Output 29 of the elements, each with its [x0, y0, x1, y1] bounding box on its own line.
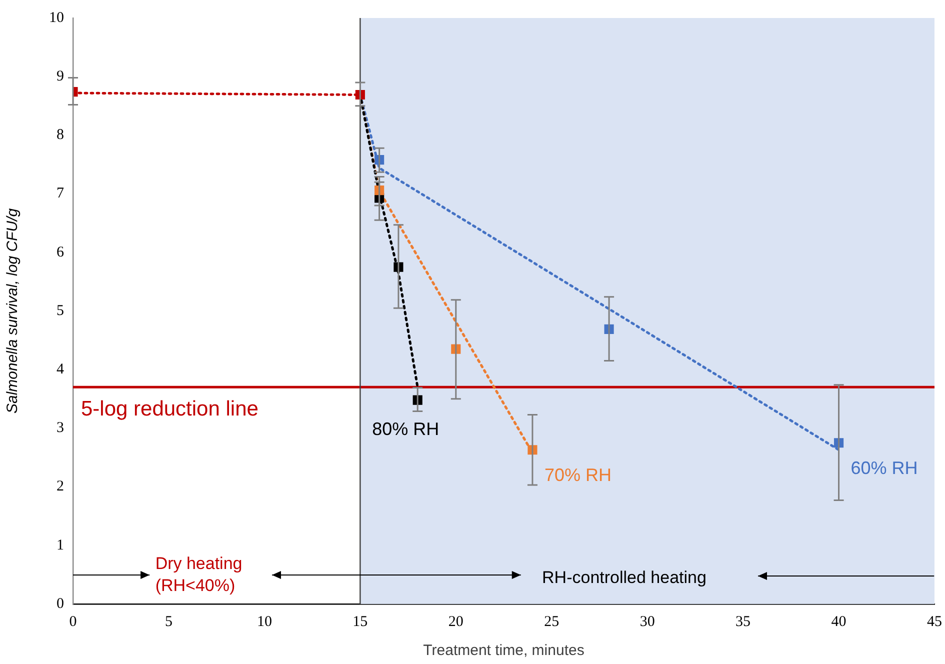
y-tick-label: 7 — [56, 186, 64, 202]
x-tick-label: 30 — [640, 614, 655, 630]
x-tick-label: 45 — [927, 614, 942, 630]
x-tick-label: 25 — [544, 614, 560, 630]
y-tick-label: 4 — [56, 362, 64, 378]
x-tick-label: 40 — [831, 614, 846, 630]
y-tick-label: 10 — [49, 10, 64, 26]
x-tick-label: 0 — [69, 614, 77, 630]
ref-line-label: 5-log reduction line — [81, 397, 258, 420]
series-label: 70% RH — [544, 464, 612, 485]
y-tick-label: 1 — [56, 537, 64, 554]
y-tick-label: 5 — [56, 302, 64, 319]
annotation: RH-controlled heating — [542, 566, 706, 589]
x-tick-label: 5 — [164, 614, 172, 630]
y-tick-label: 2 — [56, 478, 64, 495]
x-tick-label: 35 — [736, 614, 751, 630]
y-tick-label: 0 — [56, 596, 64, 612]
y-tick-label: 8 — [56, 127, 64, 144]
y-axis-title: Salmonella survival, log CFU/g — [4, 208, 22, 414]
x-tick-label: 20 — [448, 614, 464, 630]
y-tick-label: 6 — [56, 244, 64, 260]
series-label: 60% RH — [850, 458, 918, 478]
series-label: 80% RH — [372, 419, 440, 440]
x-axis-title: Treatment time, minutes — [423, 642, 584, 660]
x-tick-label: 10 — [256, 614, 272, 630]
annotation: Dry heating (RH<40%) — [155, 552, 242, 597]
y-tick-label: 9 — [56, 68, 64, 85]
y-tick-label: 3 — [56, 420, 64, 436]
x-tick-label: 15 — [352, 614, 368, 630]
